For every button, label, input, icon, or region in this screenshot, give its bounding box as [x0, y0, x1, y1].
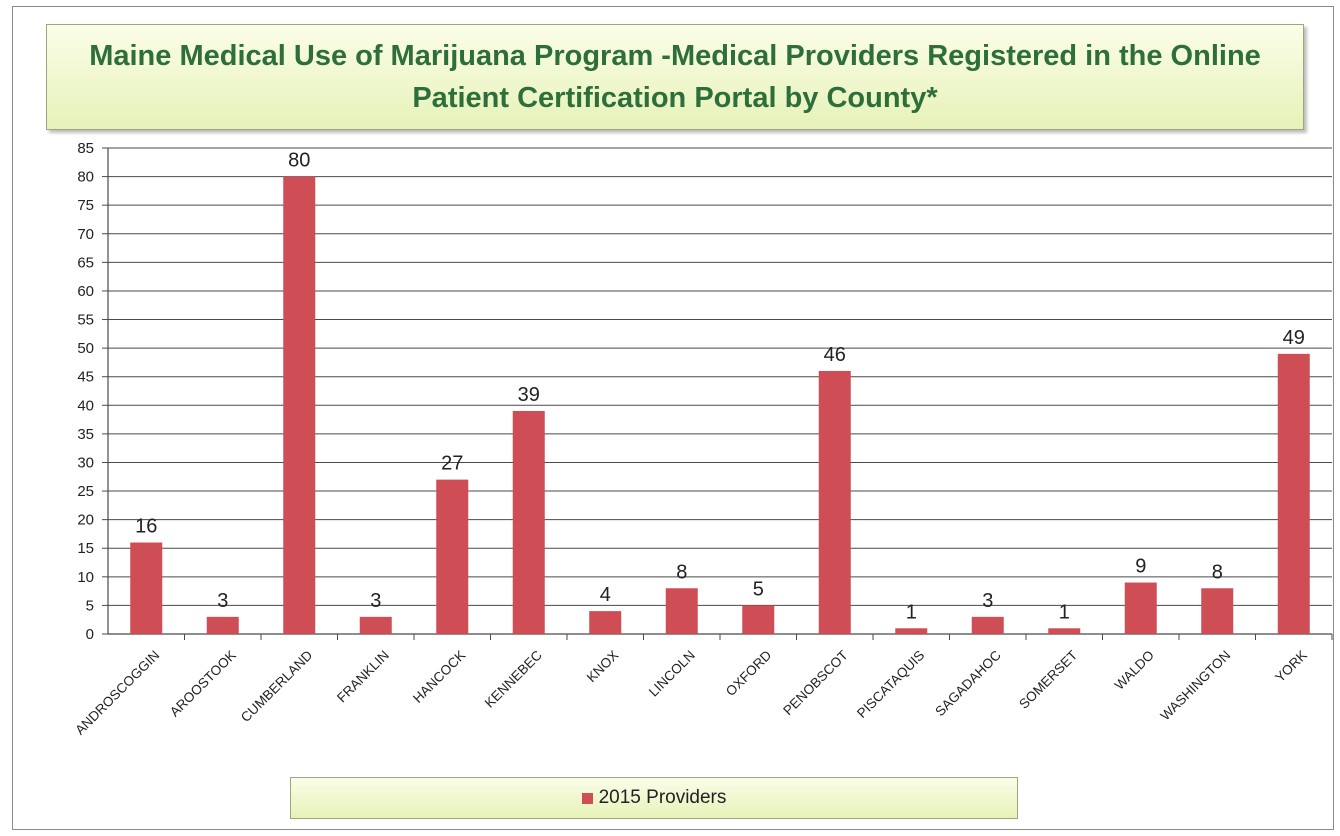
x-tick-label: HANCOCK	[410, 648, 468, 706]
legend-swatch	[581, 792, 593, 804]
chart-title: Maine Medical Use of Marijuana Program -…	[89, 40, 1261, 114]
bar-washington	[1201, 588, 1234, 634]
x-tick-label: FRANKLIN	[334, 648, 392, 706]
x-tick-label: AROOSTOOK	[167, 648, 239, 720]
data-label: 3	[217, 590, 228, 612]
x-tick-label: SAGADAHOC	[932, 647, 1004, 719]
data-label: 9	[1135, 556, 1146, 578]
data-label: 27	[441, 453, 463, 475]
bar-aroostook	[206, 616, 239, 634]
legend-label: 2015 Providers	[598, 787, 727, 808]
chart-title-box: Maine Medical Use of Marijuana Program -…	[46, 24, 1304, 130]
y-tick-label: 75	[77, 197, 94, 214]
x-tick-label: KENNEBEC	[482, 647, 545, 710]
x-tick-label: SOMERSET	[1016, 648, 1080, 712]
bar-waldo	[1124, 582, 1157, 634]
y-tick-label: 15	[77, 540, 94, 557]
x-tick-label: YORK	[1272, 648, 1310, 686]
y-tick-label: 80	[77, 169, 94, 186]
y-tick-label: 70	[77, 226, 94, 243]
data-label: 5	[753, 578, 764, 600]
x-tick-label: WALDO	[1112, 648, 1157, 693]
y-tick-label: 40	[77, 397, 94, 414]
data-label: 8	[1212, 561, 1223, 583]
x-tick-label: OXFORD	[723, 647, 775, 699]
x-tick-label: ANDROSCOGGIN	[72, 648, 162, 738]
y-tick-label: 25	[77, 483, 94, 500]
bar-hancock	[436, 479, 469, 634]
x-tick-label: CUMBERLAND	[238, 647, 316, 725]
y-tick-label: 65	[77, 254, 94, 271]
data-label: 3	[982, 590, 993, 612]
y-tick-label: 45	[77, 369, 94, 386]
x-tick-label: PISCATAQUIS	[854, 648, 927, 721]
bar-cumberland	[283, 176, 316, 634]
y-tick-label: 20	[77, 512, 94, 529]
y-tick-label: 0	[86, 626, 94, 643]
x-tick-label: PENOBSCOT	[780, 648, 851, 719]
bar-knox	[589, 611, 622, 634]
x-tick-label: KNOX	[584, 648, 622, 686]
y-tick-label: 10	[77, 569, 94, 586]
x-tick-label: LINCOLN	[646, 648, 698, 700]
legend: 2015 Providers	[290, 777, 1018, 819]
y-tick-label: 60	[77, 283, 94, 300]
bar-penobscot	[818, 370, 851, 634]
bar-franklin	[359, 616, 392, 634]
data-label: 49	[1283, 327, 1305, 349]
data-label: 80	[288, 150, 310, 172]
bar-oxford	[742, 605, 775, 634]
bar-sagadahoc	[971, 616, 1004, 634]
y-tick-label: 5	[86, 597, 94, 614]
bar-somerset	[1048, 628, 1081, 634]
bar-york	[1277, 353, 1310, 634]
bar-lincoln	[665, 588, 698, 634]
bar-piscataquis	[895, 628, 928, 634]
chart-frame	[12, 6, 1334, 830]
data-label: 46	[824, 344, 846, 366]
y-tick-label: 55	[77, 312, 94, 329]
data-label: 8	[676, 561, 687, 583]
y-tick-label: 30	[77, 454, 94, 471]
data-label: 3	[370, 590, 381, 612]
data-label: 1	[906, 601, 917, 623]
y-tick-label: 35	[77, 426, 94, 443]
bar-kennebec	[512, 411, 545, 634]
data-label: 4	[600, 584, 611, 606]
y-tick-label: 85	[77, 140, 94, 157]
x-tick-label: WASHINGTON	[1158, 648, 1234, 724]
bar-androscoggin	[130, 542, 163, 634]
y-tick-label: 50	[77, 340, 94, 357]
data-label: 39	[518, 384, 540, 406]
data-label: 16	[135, 516, 157, 538]
data-label: 1	[1059, 601, 1070, 623]
